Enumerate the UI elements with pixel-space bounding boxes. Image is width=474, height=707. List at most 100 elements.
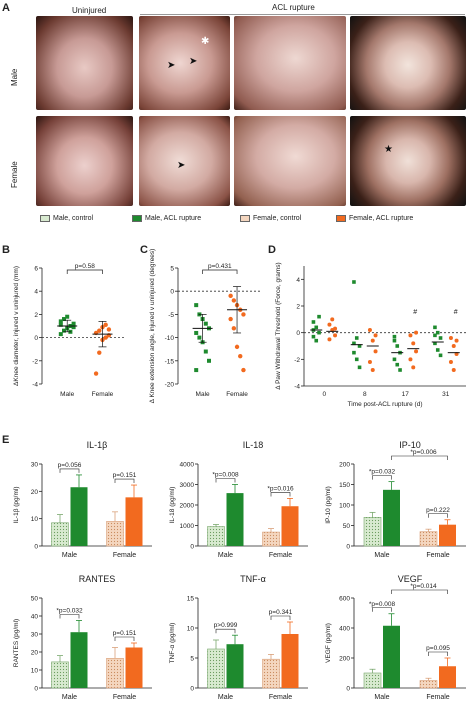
y-tick-label: 200 — [339, 656, 350, 663]
chart-ip10: IP-10 0 50 100 150 200 IP-10 (pg/ml) Male Female… — [325, 440, 466, 559]
data-point — [203, 321, 208, 326]
data-point — [58, 319, 63, 324]
data-point — [448, 360, 453, 364]
p-value-label: p=0.056 — [58, 462, 82, 469]
arrow-marker-icon: ➤ — [189, 56, 198, 67]
x-tick-label: Female — [426, 694, 449, 701]
p-value-label: *p=0.016 — [267, 485, 294, 492]
y-tick-label: 0 — [34, 544, 38, 551]
bar-acl-rupture — [70, 632, 88, 688]
data-point — [438, 353, 443, 358]
bar-control — [262, 531, 280, 547]
data-point — [373, 349, 378, 354]
legend-label: Female, ACL rupture — [349, 215, 414, 222]
bar-acl-rupture — [439, 524, 456, 546]
data-point — [58, 332, 63, 337]
chart-title: VEGF — [398, 574, 423, 584]
data-point — [435, 348, 440, 352]
data-point — [317, 330, 321, 335]
y-tick-label: -4 — [294, 384, 300, 391]
significance-bracket — [202, 269, 238, 274]
data-point — [357, 344, 362, 348]
data-point — [231, 326, 237, 331]
data-point — [103, 335, 108, 340]
y-tick-label: -20 — [165, 382, 175, 389]
data-point — [314, 338, 319, 343]
data-point — [448, 336, 453, 340]
data-point — [438, 336, 443, 340]
data-point — [433, 325, 437, 330]
y-tick-label: 30 — [31, 462, 39, 469]
p-value-label: *p=0.008 — [212, 472, 239, 479]
photo-male-acl-1: ✱ ➤ ➤ — [139, 16, 230, 110]
x-tick-label: Female — [113, 694, 136, 701]
data-point — [228, 293, 233, 299]
data-point — [373, 333, 378, 338]
bar-acl-rupture — [383, 625, 400, 688]
bar-acl-rupture — [281, 634, 299, 688]
photo-male-uninjured — [36, 16, 133, 110]
arrow-marker-icon: ➤ — [167, 60, 176, 71]
data-point — [311, 320, 316, 324]
y-axis-label: TNF-α (pg/ml) — [169, 623, 176, 664]
photo-male-acl-3 — [350, 16, 466, 110]
chart-paw-withdrawal: -4 -2 0 2 4 Δ Paw Withdrawal Threshold (Force… — [275, 262, 466, 408]
y-tick-label: 10 — [31, 668, 39, 675]
y-tick-label: 0 — [34, 686, 38, 693]
p-value-label: *p=0.032 — [56, 608, 83, 615]
p-value-label: p=0.095 — [426, 645, 450, 652]
y-tick-label: 6 — [34, 266, 38, 273]
data-point — [395, 362, 400, 367]
y-tick-label: 20 — [31, 489, 39, 496]
p-value-label: p=0.58 — [75, 263, 95, 270]
chart-knee-diameter: -4 -2 0 2 4 6 ΔKnee diameter, injured v uninju… — [13, 263, 126, 398]
y-tick-label: 4 — [296, 277, 300, 284]
data-point — [411, 365, 416, 370]
data-point — [93, 371, 99, 376]
y-tick-label: 15 — [187, 596, 195, 603]
photo-female-uninjured — [36, 116, 133, 206]
data-point — [392, 338, 397, 343]
x-tick-label: Male — [218, 694, 233, 701]
row-label-female: Female — [10, 161, 19, 188]
data-point — [314, 325, 319, 330]
panel-letter-d: D — [268, 244, 276, 256]
x-tick-label: Female — [92, 391, 114, 398]
y-tick-label: 4000 — [180, 462, 195, 469]
photo-female-acl-1: ➤ — [139, 116, 230, 206]
x-tick-label: Female — [426, 552, 449, 559]
chart-vegf: VEGF 0 200 400 600 VEGF (pg/ml) Male Female *p=0… — [325, 574, 466, 701]
data-point — [333, 326, 338, 331]
bar-acl-rupture — [226, 644, 244, 688]
p-value-label: *p=0.008 — [369, 601, 396, 608]
column-header-uninjured: Uninjured — [72, 6, 107, 15]
panel-letter-b: B — [2, 244, 10, 256]
p-value-label: p=0.151 — [113, 630, 137, 637]
y-tick-label: 0 — [34, 335, 38, 342]
bar-control — [106, 658, 124, 689]
y-tick-label: 2 — [34, 312, 38, 319]
data-point — [330, 317, 335, 322]
x-tick-label: Female — [113, 552, 136, 559]
significance-bracket — [270, 492, 291, 497]
chart-title: IL-1β — [87, 440, 108, 450]
y-tick-label: 400 — [339, 626, 350, 633]
data-point — [194, 330, 199, 335]
significance-bracket — [372, 475, 392, 480]
significance-bracket — [428, 513, 448, 518]
data-point — [103, 322, 108, 328]
p-value-label: p=0.431 — [208, 263, 232, 270]
data-point — [354, 336, 359, 340]
y-tick-label: 40 — [31, 614, 39, 621]
photo-female-acl-2 — [234, 116, 346, 206]
x-axis-label: Time post-ACL rupture (d) — [347, 401, 422, 408]
legend-swatch — [40, 215, 50, 222]
significance-bracket — [270, 615, 291, 620]
chart-rantes: RANTES 0 10 20 30 40 50 RANTES (pg/ml) Male Femal… — [13, 574, 152, 701]
data-point — [354, 357, 359, 362]
data-point — [352, 341, 356, 346]
bar-control — [51, 661, 69, 689]
legend-swatch — [336, 215, 346, 222]
data-point — [327, 337, 332, 342]
y-tick-label: 0 — [346, 686, 350, 693]
